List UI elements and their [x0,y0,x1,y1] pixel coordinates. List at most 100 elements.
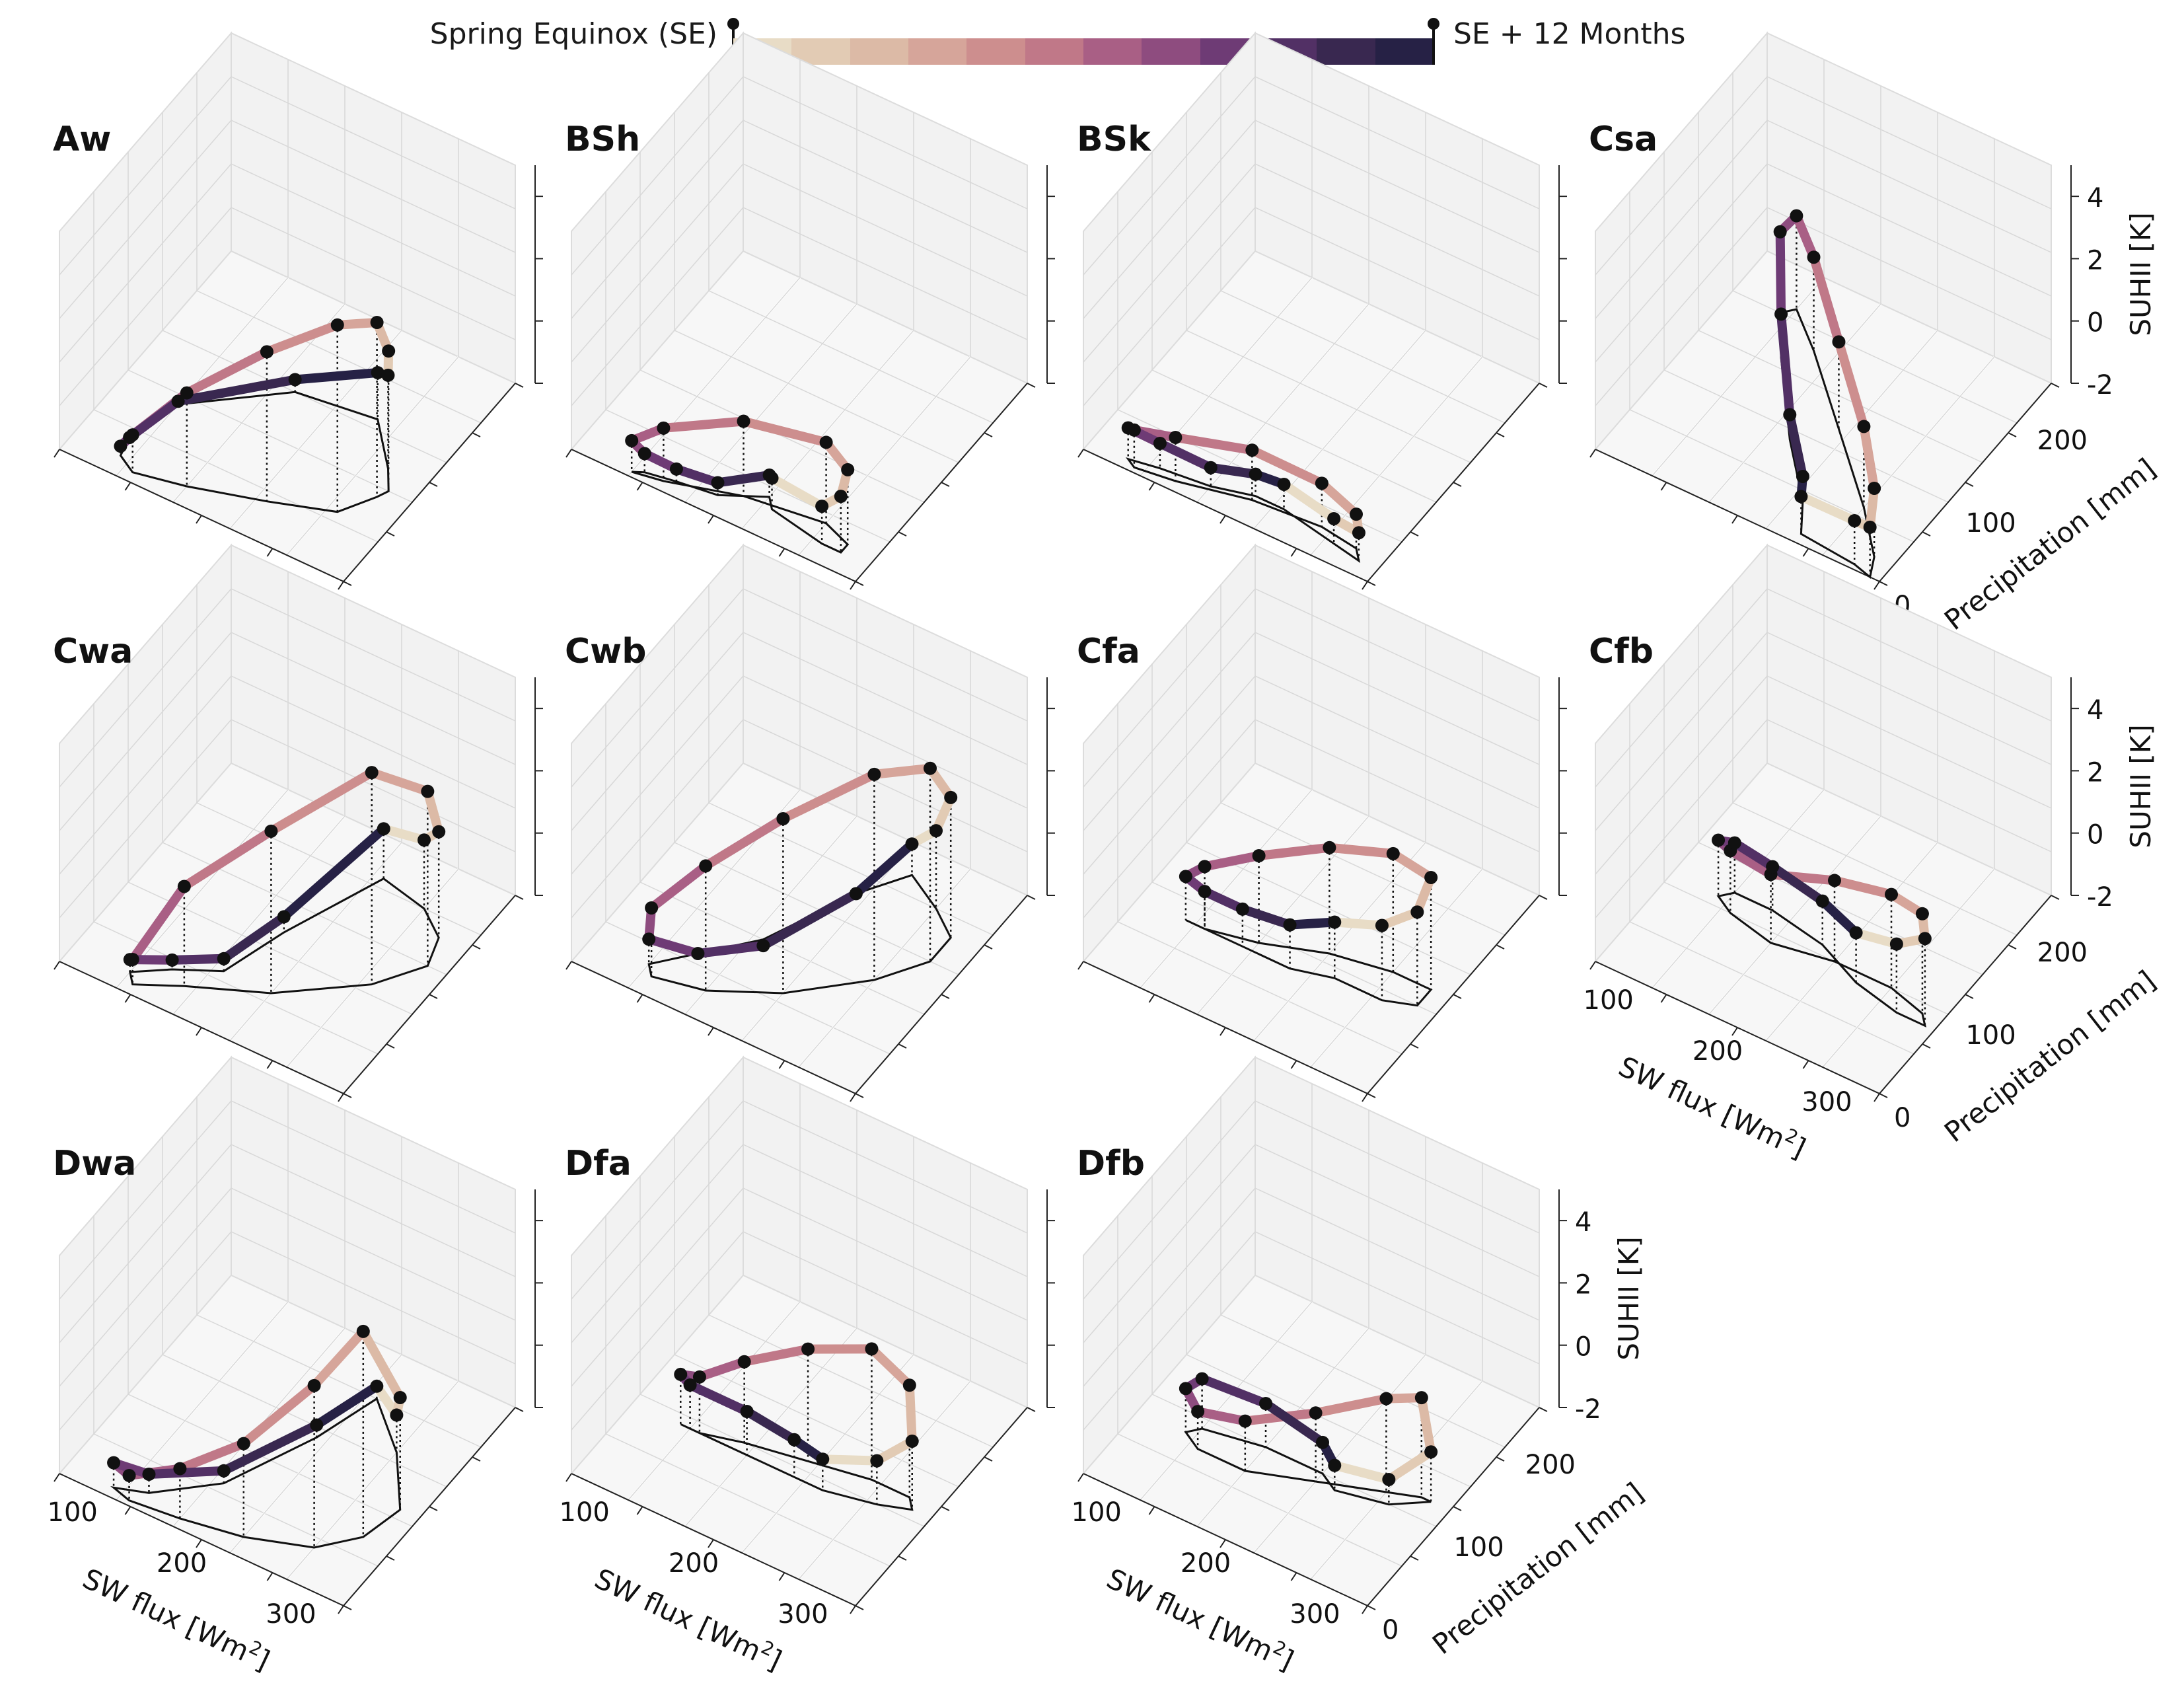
grid-line [286,1380,459,1580]
y-tick [1410,531,1419,537]
data-point-4 [421,784,435,798]
data-point-4 [1868,481,1881,495]
grid-line [1186,1354,1471,1487]
y-tick [898,1043,907,1049]
grid-line [1255,719,1540,852]
x-tick [1362,581,1368,590]
x-tick [778,1060,785,1069]
series-segment-4 [1388,848,1436,882]
grid-line [196,290,482,424]
y-tick-label: 0 [1894,1103,1911,1133]
z-tick-label: 2 [2087,757,2103,788]
grid-line [1117,1433,1402,1567]
data-point-11 [756,939,770,953]
series-segment-2 [872,1436,917,1466]
panel-title: Cwa [53,632,133,671]
data-point-5 [307,1378,321,1392]
grid-line [1255,207,1540,340]
x-tick [636,994,643,1003]
y-tick [386,531,395,537]
grid-line [743,120,1028,253]
grid-line [116,277,289,476]
grid-line [743,1231,1028,1365]
grid-line [59,588,232,788]
y-tick [941,482,950,487]
x-tick-label: 100 [1583,985,1634,1016]
series-segment-10 [1729,838,1778,872]
data-point-2 [381,368,395,382]
data-point-5 [1857,420,1871,433]
data-point-9 [107,1456,121,1470]
data-point-6 [1245,443,1259,457]
grid-line [1765,842,1938,1041]
grid-line [1196,1328,1369,1527]
y-tick [1367,581,1376,586]
grid-line [743,632,1028,765]
grid-line [1255,120,1540,253]
series-segment-1 [1796,492,1860,525]
x-tick-label: 200 [669,1548,719,1579]
x-tick [54,449,60,458]
z-tick-label: -2 [2087,370,2113,400]
data-point-10 [1153,436,1167,450]
grid-line [59,76,232,276]
x-tick [1589,449,1596,458]
y-tick [1453,994,1462,999]
data-point-5 [1386,846,1400,860]
x-tick [1077,961,1084,970]
x-tick [778,1572,785,1581]
x-tick-label: 300 [1290,1599,1340,1630]
x-tick [266,1060,273,1069]
y-tick [515,895,524,900]
data-point-11 [1204,461,1218,474]
grid-line [1220,1314,1506,1448]
data-point-11 [217,952,231,965]
data-point-5 [819,435,833,449]
x-tick [1362,1605,1368,1614]
data-point-7 [180,386,194,400]
z-tick-label: 4 [2087,183,2103,213]
x-tick-label: 200 [1693,1036,1743,1067]
panel-title: BSk [1077,120,1151,159]
series-segment-6 [175,1439,248,1474]
panel-title: Cfa [1077,632,1140,671]
grid-line [708,1314,994,1448]
series-segment-11 [219,912,289,963]
grid-line [571,719,744,918]
z-axis-label: SUHII [K] [2125,212,2157,336]
data-point-10 [123,431,137,444]
x-tick [708,1027,714,1036]
data-point-10 [683,1378,697,1392]
y-tick [2051,383,2060,388]
grid-line [1766,163,2052,297]
data-point-9 [637,447,651,461]
y-tick [855,581,864,586]
grid-line [1766,120,2052,253]
series-segment-7 [127,881,189,964]
z-tick-label: 0 [2087,308,2103,338]
data-point-3 [1424,1445,1438,1459]
panel-title: BSh [565,120,640,159]
data-point-8 [1790,209,1803,223]
data-point-4 [1424,870,1438,884]
x-tick [1731,515,1738,524]
series-segment-12 [290,367,382,385]
grid-line [1595,632,1768,831]
grid-line [1083,120,1256,319]
data-point-3 [1918,932,1932,946]
grid-line [708,290,994,424]
x-tick [1290,1572,1297,1581]
y-tick [984,944,993,950]
grid-line [674,842,959,975]
grid-line [1766,76,2052,209]
x-tick-label: 100 [48,1497,98,1528]
x-tick [338,1605,344,1614]
data-point-2 [1382,1472,1396,1486]
grid-line [1766,632,2052,765]
data-point-1 [1849,926,1863,940]
data-point-2 [929,824,943,838]
grid-line [1708,815,1881,1015]
x-tick [1219,1027,1226,1036]
